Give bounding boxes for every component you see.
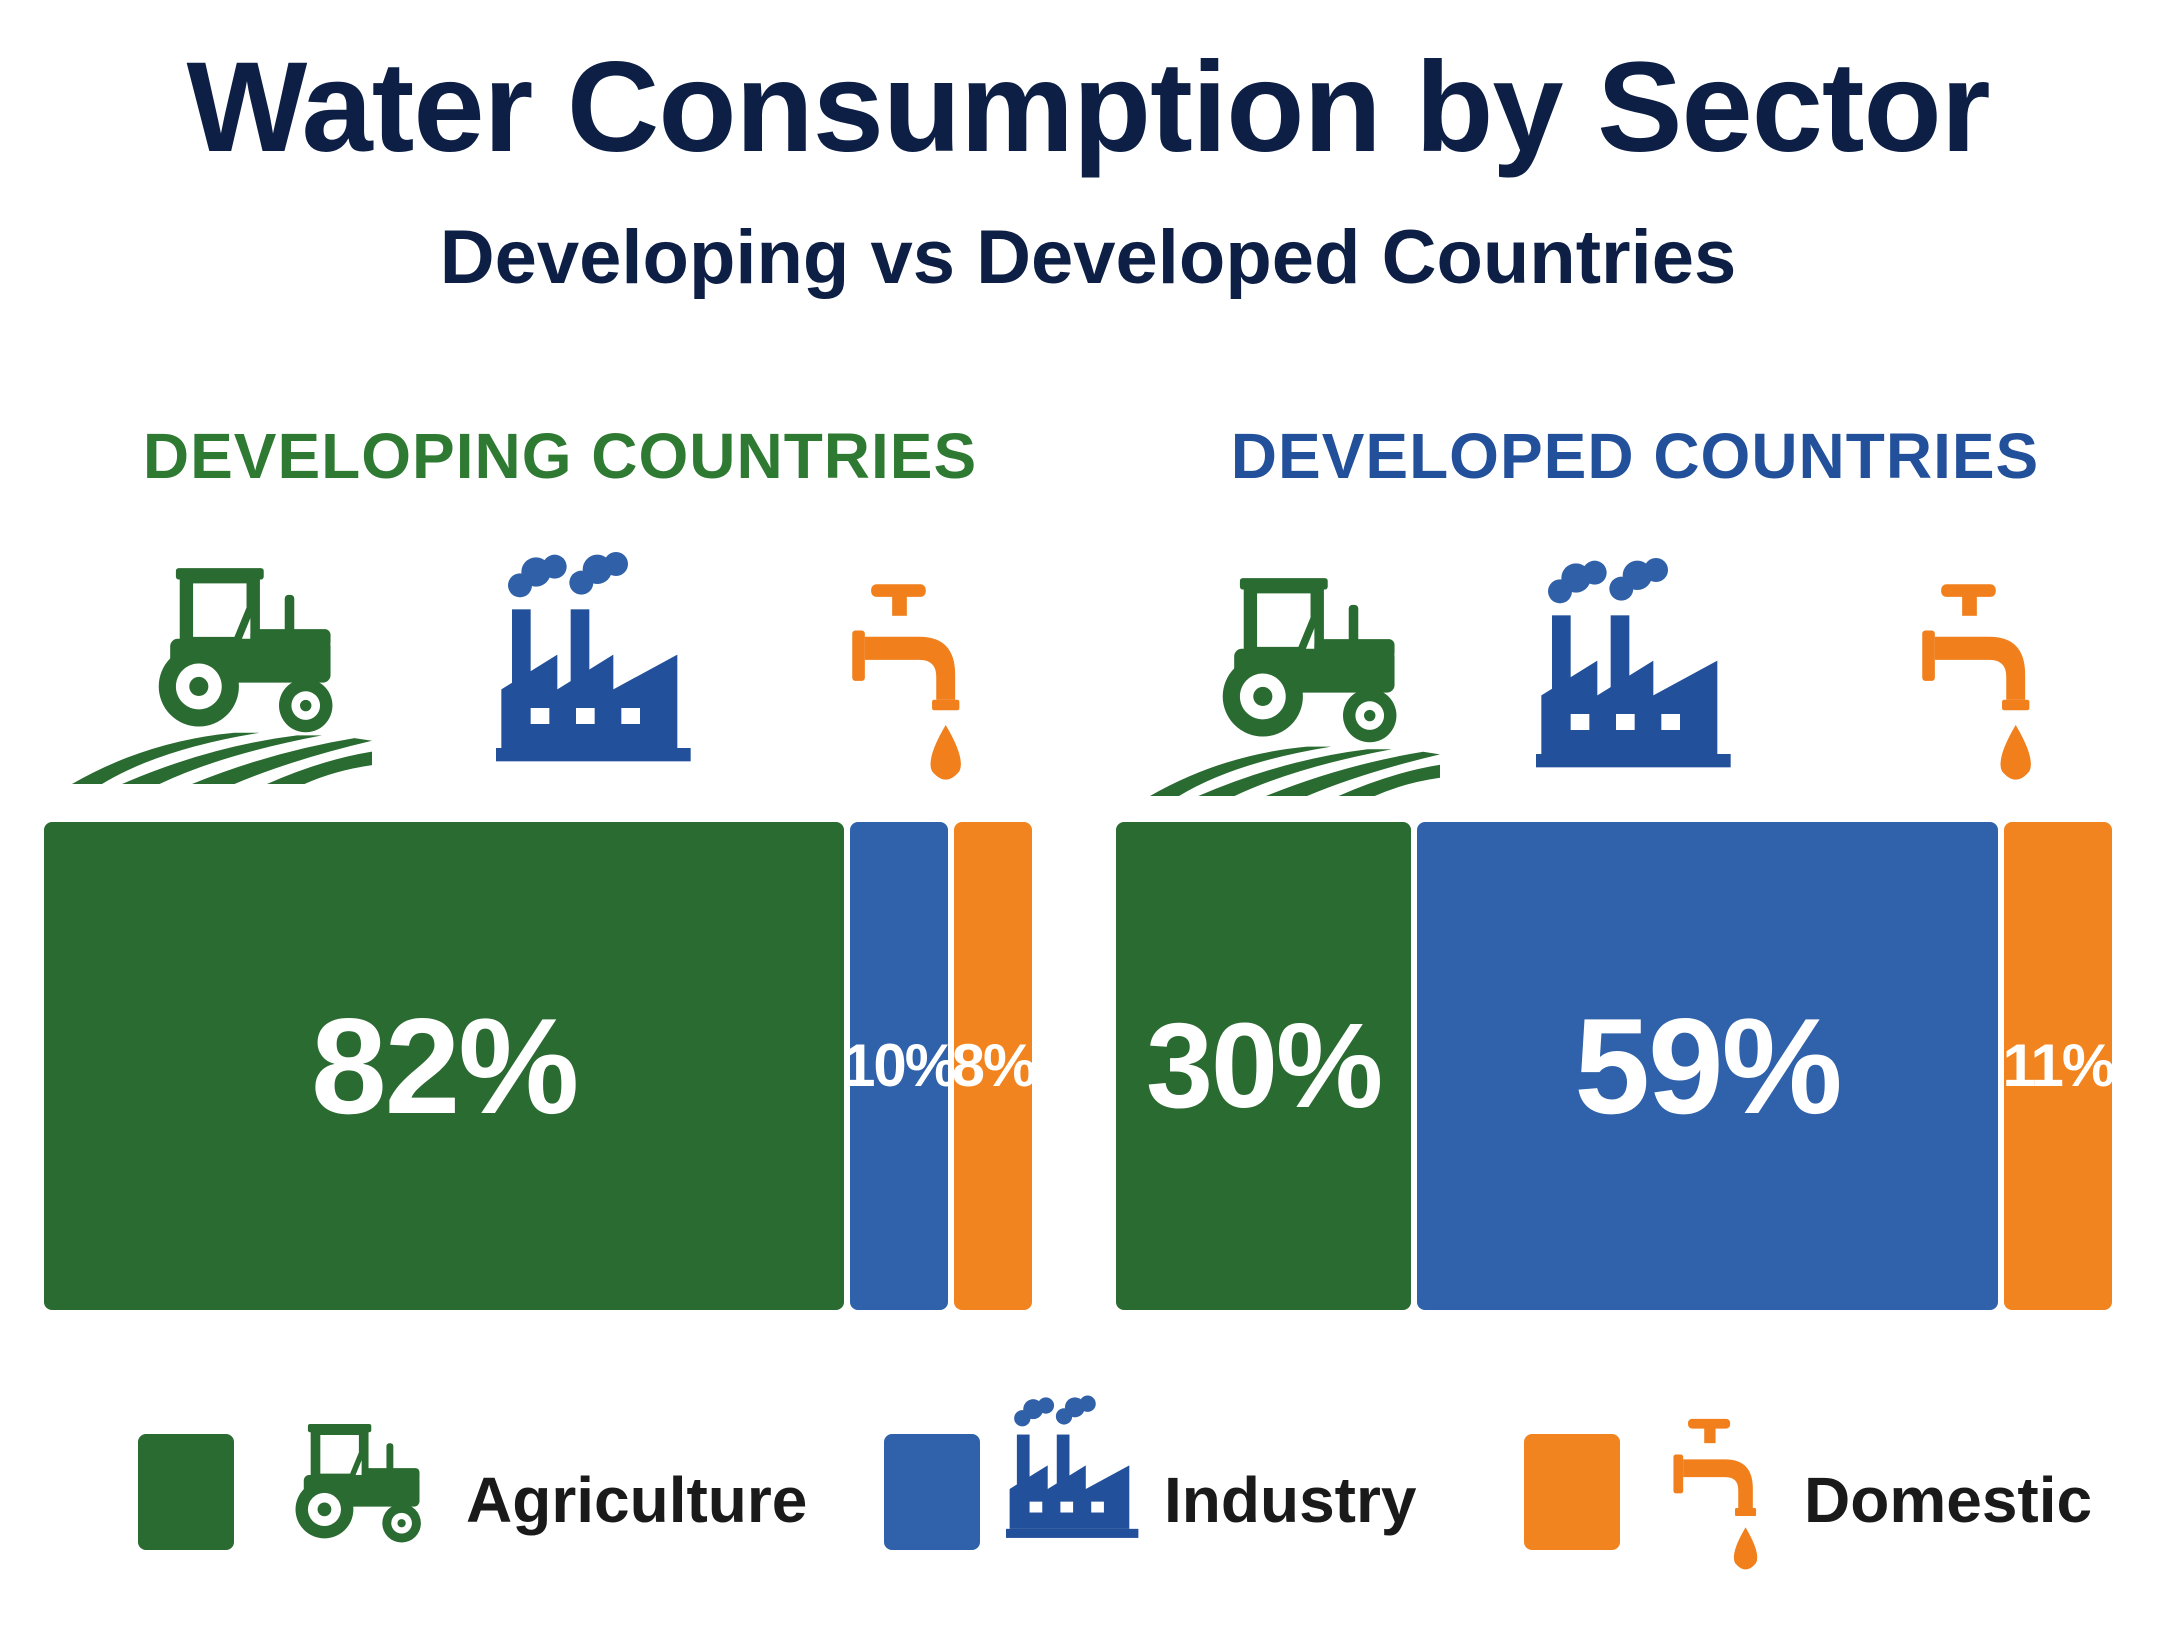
tractor-icon [276,1424,428,1548]
bar-developed-agriculture: 30% [1116,822,1412,1310]
tractor-icon [132,568,342,740]
factory-icon [496,548,696,772]
bar-label-developed-domestic: 11% [2002,1032,2115,1099]
factory-icon [1536,554,1736,778]
bar-developing-industry: 10% [842,822,958,1310]
chart-title: Water Consumption by Sector [186,36,1990,179]
bar-label-developed-industry: 59% [1574,990,1842,1142]
developing-heading: DEVELOPING COUNTRIES [142,420,978,492]
bar-developing-domestic: 8% [951,822,1037,1310]
faucet-icon [1910,578,2050,788]
chart-subtitle: Developing vs Developed Countries [439,215,1737,300]
legend-label-agriculture: Agriculture [466,1464,808,1536]
legend-label-domestic: Domestic [1804,1464,2093,1536]
tractor-icon [1196,578,1406,750]
field-icon [72,730,372,784]
developed-heading: DEVELOPED COUNTRIES [1230,420,2040,492]
legend-swatch-domestic [1524,1434,1620,1550]
faucet-icon [1664,1414,1772,1576]
legend-swatch-industry [884,1434,980,1550]
bar-label-developed-agriculture: 30% [1146,997,1383,1133]
bar-developed-industry: 59% [1417,822,1998,1310]
legend-swatch-agriculture [138,1434,234,1550]
bar-label-developing-industry: 10% [842,1032,958,1099]
bar-developed-domestic: 11% [2002,822,2115,1310]
factory-icon [1006,1394,1142,1544]
bar-label-developing-domestic: 8% [951,1032,1037,1099]
bar-label-developing-agriculture: 82% [311,990,579,1142]
bar-developing-agriculture: 82% [44,822,845,1310]
legend-label-industry: Industry [1164,1464,1417,1536]
faucet-icon [840,578,980,788]
field-icon [1150,744,1440,796]
